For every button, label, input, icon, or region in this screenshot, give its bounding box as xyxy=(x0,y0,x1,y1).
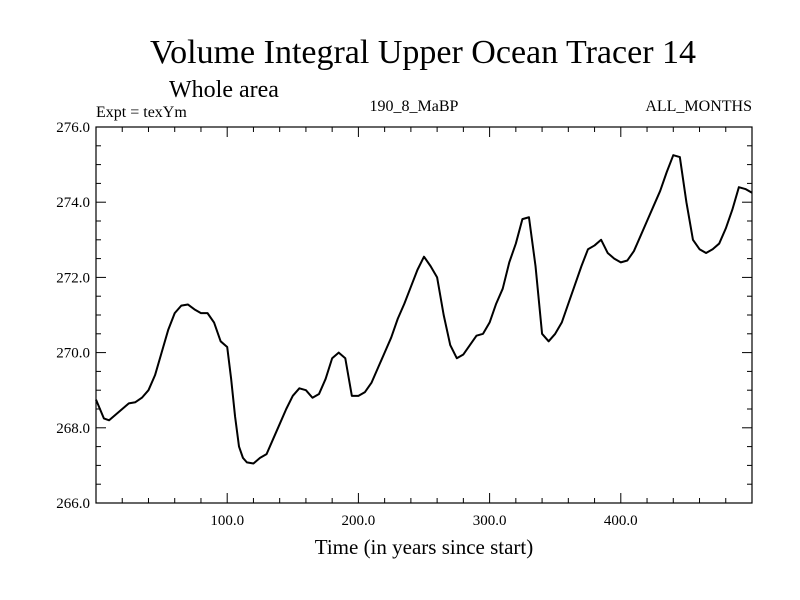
y-tick-label: 272.0 xyxy=(56,270,90,286)
x-tick-label: 300.0 xyxy=(473,513,507,529)
x-tick-label: 100.0 xyxy=(210,513,244,529)
series-line xyxy=(95,154,753,465)
chart-title: Volume Integral Upper Ocean Tracer 14 xyxy=(150,34,696,71)
months-label: ALL_MONTHS xyxy=(645,98,752,115)
plot-area-frame xyxy=(95,126,753,504)
x-axis-label: Time (in years since start) xyxy=(315,535,534,559)
x-tick-label: 400.0 xyxy=(604,513,638,529)
axis-ticks xyxy=(96,127,752,503)
chart-subtitle: Whole area xyxy=(169,77,279,103)
y-tick-label: 266.0 xyxy=(56,496,90,512)
experiment-label: Expt = texYm xyxy=(96,104,187,121)
y-tick-label: 276.0 xyxy=(56,120,90,136)
tick-labels: 100.0 200.0 300.0 400.0 266.0 268.0 270.0 272.0… xyxy=(56,120,637,529)
y-tick-label: 274.0 xyxy=(56,195,90,211)
x-tick-label: 200.0 xyxy=(342,513,376,529)
y-tick-label: 268.0 xyxy=(56,421,90,437)
y-tick-label: 270.0 xyxy=(56,346,90,362)
scenario-label: 190_8_MaBP xyxy=(370,98,459,115)
series-layer xyxy=(95,154,753,465)
